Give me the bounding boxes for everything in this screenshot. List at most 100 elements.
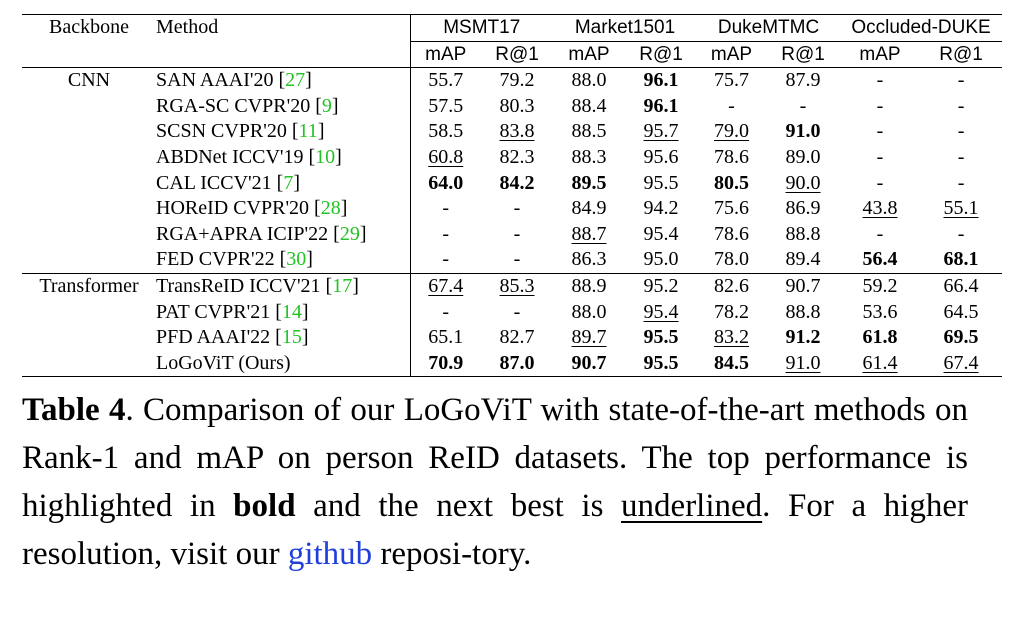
metric-cell: - xyxy=(920,171,1002,197)
metric-cell: 87.9 xyxy=(766,67,841,94)
metric-value: 67.4 xyxy=(428,274,464,297)
metric-value: - xyxy=(513,197,521,220)
metric-cell: 69.5 xyxy=(920,325,1002,351)
metric-cell: 95.0 xyxy=(625,247,697,273)
metric-value: 78.2 xyxy=(714,300,750,323)
metric-value: 55.7 xyxy=(428,69,464,92)
citation-link[interactable]: 17 xyxy=(332,274,353,297)
metric-value: 82.7 xyxy=(499,326,535,349)
citation-link[interactable]: 7 xyxy=(283,171,294,194)
github-link[interactable]: github xyxy=(287,536,373,572)
metric-value: 80.5 xyxy=(714,171,750,194)
metric-value: 69.5 xyxy=(943,326,979,349)
method-name: RGA+APRA ICIP'22 [ xyxy=(156,222,340,245)
citation-link[interactable]: 30 xyxy=(286,248,307,271)
metric-cell: 88.5 xyxy=(553,119,625,145)
method-cell: HOReID CVPR'20 [28] xyxy=(156,196,411,222)
metric-cell: 89.4 xyxy=(766,247,840,273)
metric-value: - xyxy=(513,300,521,323)
metric-cell: - xyxy=(481,196,553,222)
metric-value: 68.1 xyxy=(943,248,979,271)
metric-value: 89.7 xyxy=(571,326,607,349)
metric-value: 78.6 xyxy=(714,222,750,245)
backbone-cell xyxy=(22,145,156,171)
caption-label: Table 4 xyxy=(22,392,126,428)
table-row: Transformer TransReID ICCV'21 [17] 67.4 85.… xyxy=(22,272,1003,300)
method-name: PFD AAAI'22 [ xyxy=(156,326,282,349)
table-row: SCSN CVPR'20 [11] 58.5 83.8 88.5 95.7 79.0 91.… xyxy=(22,119,1002,145)
metric-value: 96.1 xyxy=(643,69,679,92)
metric-cell: 66.4 xyxy=(920,272,1003,300)
metric-cell: 88.7 xyxy=(553,222,625,248)
citation-bracket: ] xyxy=(331,94,339,117)
metric-cell: 86.9 xyxy=(766,196,840,222)
metric-cell: - xyxy=(840,67,921,94)
table-row: LoGoViT (Ours) 70.9 87.0 90.7 95.5 84.5 91.0 61… xyxy=(22,350,1003,378)
method-name: SAN AAAI'20 [ xyxy=(156,69,286,92)
metric-value: - xyxy=(442,248,450,271)
citation-link[interactable]: 11 xyxy=(298,120,318,143)
metric-value: - xyxy=(876,222,884,245)
metric-cell: - xyxy=(920,67,1003,94)
caption-text-1: . Comparison of our LoGoViT with state-o… xyxy=(22,392,968,524)
metric-cell: 80.3 xyxy=(481,94,553,120)
metric-value: 90.7 xyxy=(785,274,821,297)
header-metric: mAP xyxy=(553,40,626,68)
metric-cell: 70.9 xyxy=(410,350,481,378)
metric-value: 58.5 xyxy=(428,120,464,143)
header-dataset-msmt17: MSMT17 xyxy=(410,14,554,42)
metric-value: 86.9 xyxy=(785,197,821,220)
header-row-datasets: Backbone Method MSMT17 Market1501 DukeMT… xyxy=(22,14,1003,42)
method-name: SCSN CVPR'20 [ xyxy=(156,120,299,143)
metric-cell: 64.0 xyxy=(410,171,481,197)
metric-value: 79.0 xyxy=(714,120,750,143)
citation-link[interactable]: 28 xyxy=(320,197,341,220)
backbone-cell xyxy=(22,222,156,248)
citation-link[interactable]: 9 xyxy=(321,94,332,117)
metric-value: 61.8 xyxy=(862,326,898,349)
citation-bracket: ] xyxy=(306,248,313,271)
citation-link[interactable]: 15 xyxy=(281,326,302,349)
backbone-cell xyxy=(22,300,156,326)
metric-value: 53.6 xyxy=(862,300,898,323)
header-dataset-occluded-duke: Occluded-DUKE xyxy=(840,14,1003,42)
metric-value: 56.4 xyxy=(862,248,898,271)
metric-value: 67.4 xyxy=(943,351,979,374)
metric-cell: 61.8 xyxy=(840,325,920,351)
caption-text-4: reposi-tory. xyxy=(372,536,532,572)
metric-cell: 91.0 xyxy=(766,350,841,378)
citation-link[interactable]: 14 xyxy=(281,300,302,323)
caption-text-2: and the next best is xyxy=(295,488,622,524)
header-metrics-spacer-method xyxy=(156,41,411,68)
metric-value: - xyxy=(876,69,884,92)
method-name: LoGoViT (Ours) xyxy=(156,351,291,374)
metric-cell: 79.2 xyxy=(481,67,554,94)
metric-cell: - xyxy=(920,222,1002,248)
method-cell: RGA-SC CVPR'20 [9] xyxy=(156,93,411,120)
metric-cell: - xyxy=(766,94,840,120)
citation-link[interactable]: 29 xyxy=(339,222,360,245)
metric-value: 89.0 xyxy=(785,145,821,168)
metric-cell: - xyxy=(481,247,553,273)
backbone-cell xyxy=(22,325,156,351)
metric-cell: 95.5 xyxy=(625,171,697,197)
metric-cell: 75.6 xyxy=(697,196,766,222)
citation-bracket: ] xyxy=(305,69,312,92)
metric-cell: 82.3 xyxy=(481,145,553,171)
caption-text-3: . For a higher resolution, visit our xyxy=(22,488,968,572)
citation-link[interactable]: 10 xyxy=(315,145,336,168)
table-row: ABDNet ICCV'19 [10] 60.8 82.3 88.3 95.6 78.6 8… xyxy=(22,144,1002,171)
metric-value: 88.4 xyxy=(571,94,607,117)
metric-cell: 60.8 xyxy=(410,145,481,171)
metric-cell: - xyxy=(410,196,481,222)
table-row: HOReID CVPR'20 [28] - - 84.9 94.2 75.6 86.9 43.… xyxy=(22,196,1002,222)
metric-cell: 67.4 xyxy=(920,350,1003,378)
metric-cell: 84.5 xyxy=(697,350,767,378)
metric-value: 95.5 xyxy=(643,351,679,374)
metric-cell: 95.7 xyxy=(625,119,697,145)
header-backbone: Backbone xyxy=(22,14,156,42)
citation-link[interactable]: 27 xyxy=(285,69,306,92)
metric-cell: 87.0 xyxy=(481,350,554,378)
metric-cell: - xyxy=(840,222,920,248)
header-metric: mAP xyxy=(840,40,921,68)
